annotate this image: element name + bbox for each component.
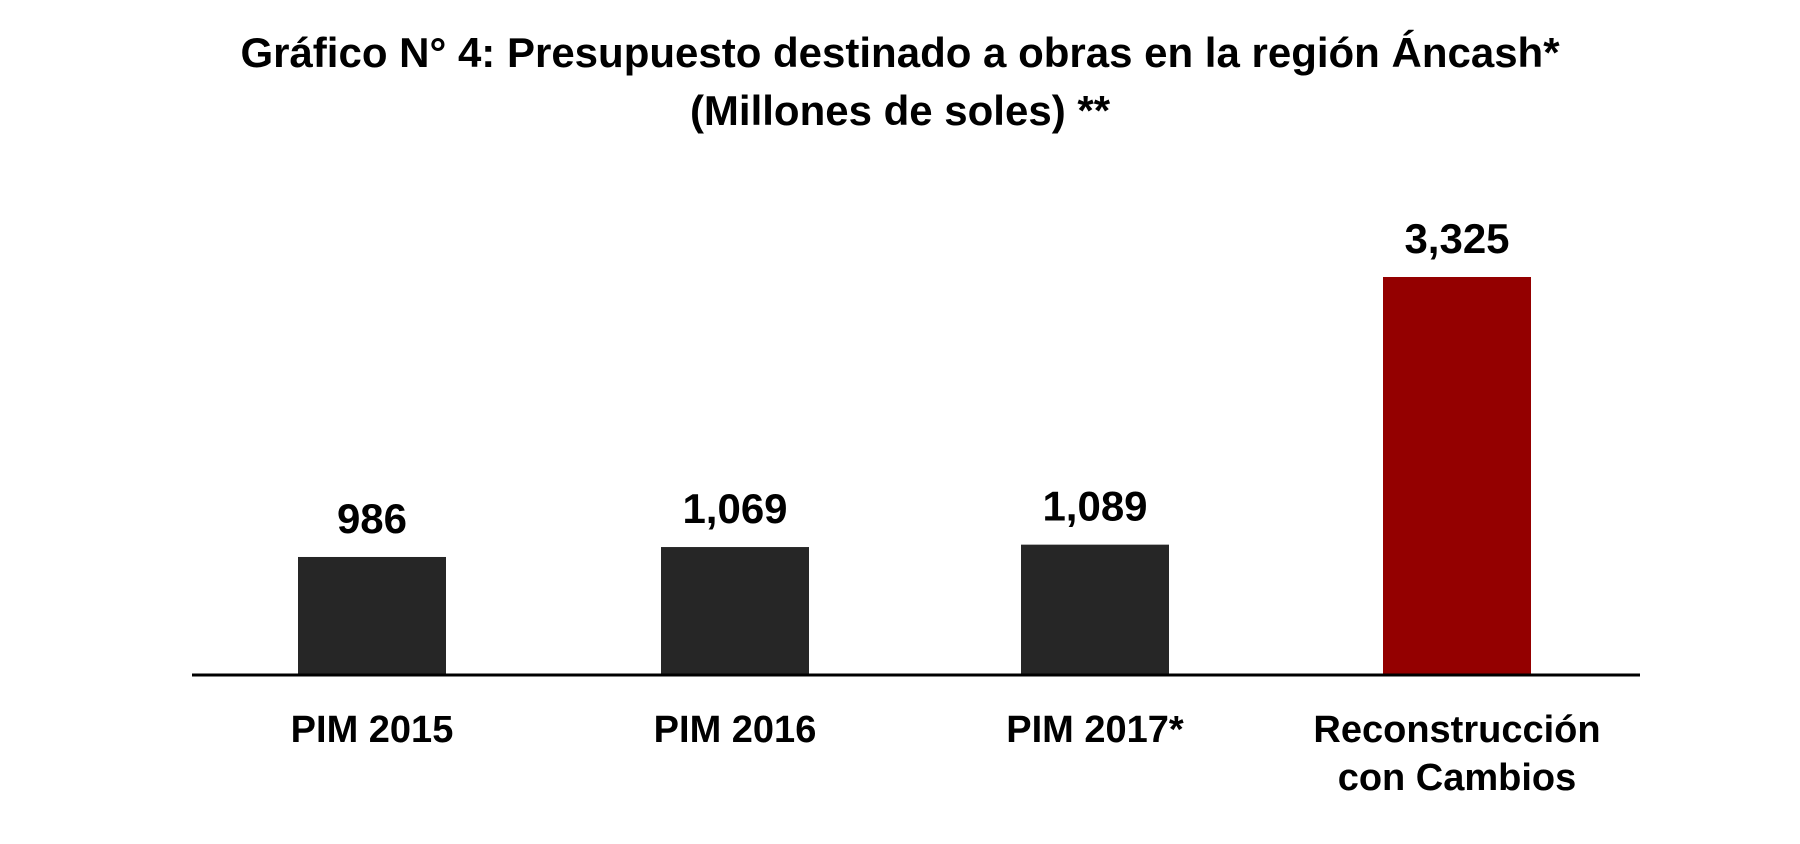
value-labels-group: 986 1,069 1,089 3,325 (337, 215, 1510, 542)
category-label-line: Reconstrucción (1313, 709, 1600, 751)
bar-3 (1021, 544, 1169, 675)
bars-group (298, 277, 1531, 675)
value-label-1: 986 (337, 495, 407, 542)
value-label-2: 1,069 (682, 485, 787, 532)
value-label-4: 3,325 (1404, 215, 1509, 262)
bar-2 (661, 547, 809, 675)
chart-title: Gráfico N° 4: Presupuesto destinado a ob… (0, 24, 1800, 140)
category-label-3: PIM 2017* (1006, 709, 1184, 751)
category-label-line: PIM 2017* (1006, 709, 1184, 751)
category-label-line: con Cambios (1338, 757, 1577, 799)
bar-1 (298, 556, 446, 675)
category-labels-group: PIM 2015 PIM 2016 PIM 2017* Reconstrucción c… (291, 709, 1601, 799)
category-label-line: PIM 2016 (654, 709, 817, 751)
category-label-2: PIM 2016 (654, 709, 817, 751)
value-label-3: 1,089 (1042, 483, 1147, 530)
bar-4 (1383, 277, 1531, 675)
category-label-4: Reconstrucción con Cambios (1313, 709, 1600, 799)
chart-title-line: Gráfico N° 4: Presupuesto destinado a ob… (240, 29, 1560, 76)
category-label-line: PIM 2015 (291, 709, 454, 751)
chart-subtitle: (Millones de soles) ** (689, 87, 1111, 134)
category-label-1: PIM 2015 (291, 709, 454, 751)
